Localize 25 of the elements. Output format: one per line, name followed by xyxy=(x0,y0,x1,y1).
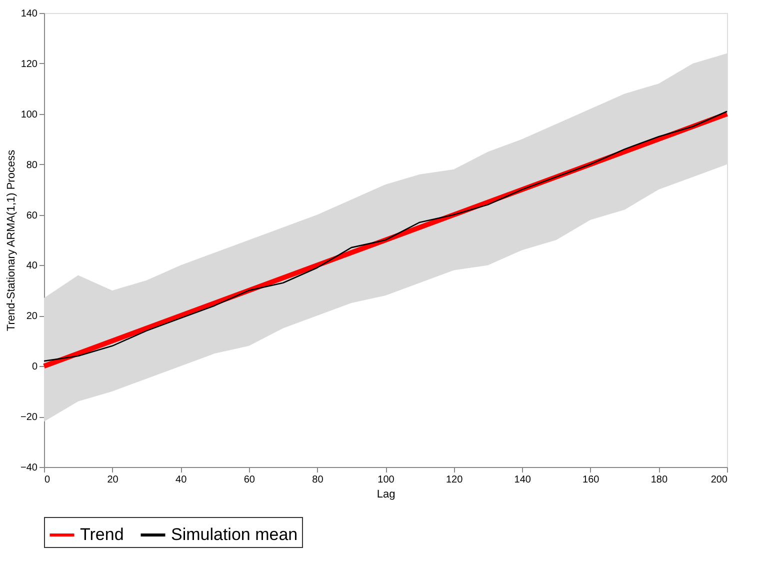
y-tick-label: −20 xyxy=(20,412,38,424)
legend-label: Trend xyxy=(80,525,124,544)
y-tick-label: 40 xyxy=(26,260,38,272)
legend-label: Simulation mean xyxy=(171,525,298,544)
x-tick-label: 180 xyxy=(650,474,668,486)
y-tick-label: 100 xyxy=(20,109,38,120)
x-tick-label: 20 xyxy=(107,474,119,486)
x-tick-label: 80 xyxy=(312,474,324,486)
y-tick-label: 0 xyxy=(32,362,38,373)
x-tick-label: 0 xyxy=(44,474,50,486)
y-axis-title: Trend-Stationary ARMA(1,1) Process xyxy=(6,149,18,332)
x-tick-label: 100 xyxy=(378,474,395,486)
y-tick-label: 60 xyxy=(26,210,38,222)
x-tick-label: 40 xyxy=(176,474,188,486)
y-tick-label: 20 xyxy=(26,311,38,322)
x-tick-label: 200 xyxy=(710,474,728,486)
x-tick-label: 60 xyxy=(244,474,256,486)
x-axis-title: Lag xyxy=(376,488,396,500)
x-tick-label: 160 xyxy=(582,474,600,486)
y-tick-label: −40 xyxy=(20,462,38,474)
y-tick-label: 120 xyxy=(20,58,38,70)
x-tick-label: 140 xyxy=(514,474,532,486)
y-tick-label: 140 xyxy=(20,8,38,20)
x-tick-label: 120 xyxy=(446,474,464,486)
y-tick-label: 80 xyxy=(26,160,38,171)
